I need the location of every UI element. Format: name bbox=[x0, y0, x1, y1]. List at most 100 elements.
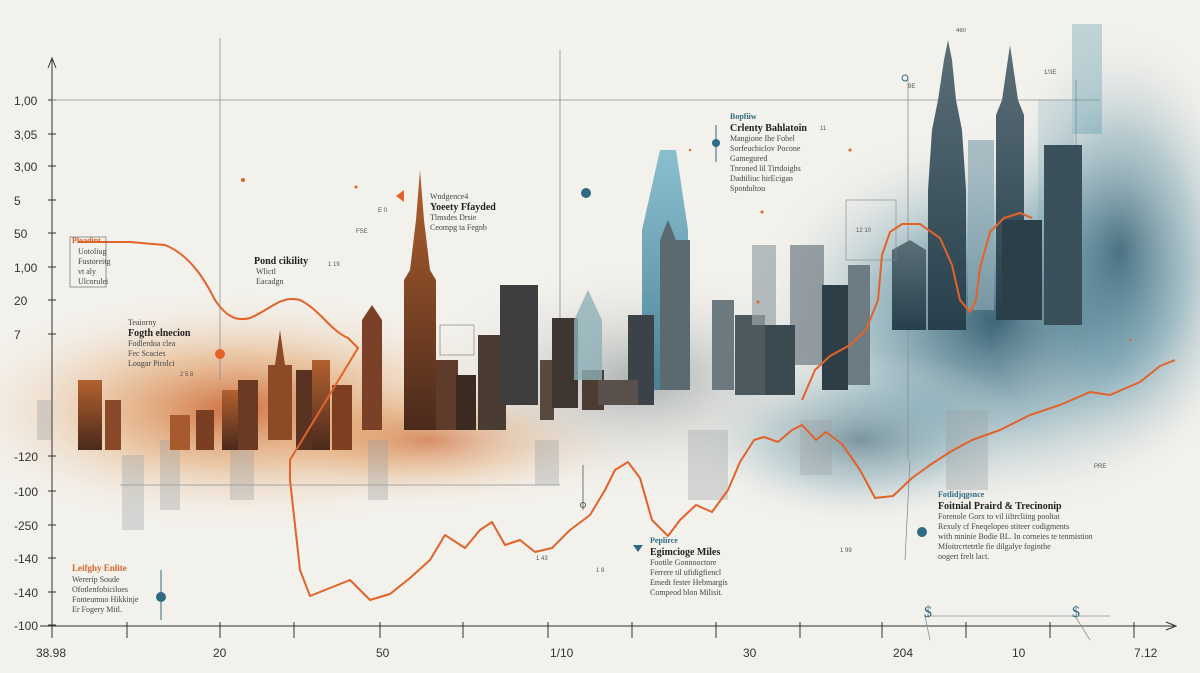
annotation-line: Lougar Pirolci bbox=[128, 359, 175, 368]
axes bbox=[40, 56, 1178, 631]
annotation-tearly: Teaiorny Fogth elnecion Fodlerdoa clea F… bbox=[128, 318, 191, 369]
x-label: 204 bbox=[893, 646, 914, 660]
annotation-line: Compeod blon Milisit. bbox=[650, 588, 723, 597]
y-label: 7 bbox=[14, 328, 21, 342]
annotation-line: Wererip Soude bbox=[72, 575, 120, 584]
annotation-line: Emedt fester Hebmargis bbox=[650, 578, 728, 587]
annotation-engineering: Peplirce Egimcioge Miles Footile Gonnooc… bbox=[650, 536, 728, 598]
building-tag: 1 8 bbox=[596, 568, 605, 574]
annotation-line: Gamegured bbox=[730, 154, 768, 163]
skyline-cool bbox=[574, 40, 1082, 405]
annotation-kicker: Teaiorny bbox=[128, 318, 157, 327]
x-label: 20 bbox=[213, 646, 227, 660]
annotation-line: Fodlerdoa clea bbox=[128, 339, 176, 348]
annotation-line: Eacadgn bbox=[256, 277, 284, 286]
y-label: -100 bbox=[14, 485, 39, 499]
annotation-line: Ceompg ta Fegnb bbox=[430, 223, 487, 232]
annotation-kicker: Bopfiiw bbox=[730, 112, 757, 121]
annotation-line: Ulcorulei bbox=[78, 277, 109, 286]
annotation-line: Dadtiliuc hirEcigan bbox=[730, 174, 793, 183]
dollar-sign-left: $ bbox=[924, 604, 932, 621]
annotation-line: Rexuly cf Fneqelopeo stiteer codigments bbox=[938, 522, 1070, 531]
annotation-celestial: Bopfiiw Crlenty Bahlatoin Mangione Ihe F… bbox=[730, 112, 807, 194]
annotation-line: Er Fogery Mitl. bbox=[72, 605, 122, 614]
annotation-line: Fonteumuo Hikkinje bbox=[72, 595, 139, 604]
annotation-flourish: Ploadint Uotoliug Fustoreitg vt aly Ulco… bbox=[72, 236, 110, 287]
y-label: 50 bbox=[14, 227, 28, 241]
building-tag: 9E bbox=[908, 84, 916, 90]
x-label: 1/10 bbox=[550, 646, 574, 660]
building-tag: FSE bbox=[356, 229, 368, 235]
y-label: 1,00 bbox=[14, 94, 38, 108]
annotation-title: Foitnial Praird & Trecinonip bbox=[938, 501, 1062, 512]
annotation-line: Tlmsdes Drsie bbox=[430, 213, 477, 222]
building-tag: 2 5 8 bbox=[180, 372, 194, 378]
annotation-line: Tnroned lil Tirtdoighs bbox=[730, 164, 801, 173]
y-label: 5 bbox=[14, 194, 21, 208]
building-tag: 460 bbox=[956, 28, 967, 34]
annotation-line: Fec Scacies bbox=[128, 349, 166, 358]
annotation-kicker: Wndgence4 bbox=[430, 192, 469, 201]
x-label: 30 bbox=[743, 646, 757, 660]
annotation-line: Uotoliug bbox=[78, 247, 107, 256]
annotation-line: Sorfeuchiclov Pocone bbox=[730, 144, 801, 153]
y-label: 3,00 bbox=[14, 160, 38, 174]
speckles bbox=[241, 148, 1132, 342]
x-axis-arrow bbox=[1165, 621, 1178, 631]
skyline-warm bbox=[78, 170, 604, 450]
annotation-line: Wlictl bbox=[256, 267, 276, 276]
dollar-sign-right: $ bbox=[1072, 604, 1080, 621]
annotation-title: Leifghy Enlite bbox=[72, 563, 127, 573]
y-label: -140 bbox=[14, 586, 39, 600]
annotation-financial: Fotlidjqgsnce Foitnial Praird & Trecinon… bbox=[938, 490, 1093, 562]
y-label: 3,05 bbox=[14, 128, 38, 142]
annotation-kicker: Fotlidjqgsnce bbox=[938, 490, 985, 499]
annotation-line: vt aly bbox=[78, 267, 96, 276]
annotation-line: oogert frelt lact. bbox=[938, 552, 990, 561]
annotation-title: Fogth elnecion bbox=[128, 328, 191, 339]
x-label: 50 bbox=[376, 646, 390, 660]
x-label: 38.98 bbox=[36, 646, 67, 660]
annotation-pond: Pond cikility Wlictl Eacadgn bbox=[254, 256, 308, 287]
annotation-line: Fustoreitg bbox=[78, 257, 111, 266]
annotation-line: Ferrere til ufidigfiencl bbox=[650, 568, 722, 577]
annotation-line: Footile Gonnooctore bbox=[650, 558, 717, 567]
annotation-lengthy: Leifghy Enlite Wererip Soude Ofotlenfobi… bbox=[72, 563, 138, 615]
y-label: -250 bbox=[14, 519, 39, 533]
y-axis-arrow bbox=[47, 56, 57, 69]
annotation-title: Ploadint bbox=[72, 236, 101, 245]
annotation-weekly: Wndgence4 Yoeety Ffayded Tlmsdes Drsie C… bbox=[430, 192, 496, 233]
trend-line-upper bbox=[801, 211, 1033, 401]
annotation-line: Mfoitrcrtetrtle fie dilgalye foginthe bbox=[938, 542, 1051, 551]
y-label: -140 bbox=[14, 552, 39, 566]
annotation-line: with mninie Bodie BL. In corneies te ten… bbox=[938, 532, 1093, 541]
annotation-line: Ofotlenfobiciloes bbox=[72, 585, 128, 594]
annotation-line: Spotdultou bbox=[730, 184, 766, 193]
x-label: 10 bbox=[1012, 646, 1026, 660]
trend-line bbox=[78, 241, 1176, 601]
building-tag: E 0 bbox=[378, 208, 388, 214]
annotation-title: Crlenty Bahlatoin bbox=[730, 123, 807, 134]
annotation-line: Mangione Ihe Fobel bbox=[730, 134, 795, 143]
building-tag: 1 19 bbox=[328, 262, 340, 268]
building-tag: 11 bbox=[820, 126, 827, 132]
x-label: 7.12 bbox=[1134, 646, 1158, 660]
y-label: 20 bbox=[14, 294, 28, 308]
markers bbox=[69, 74, 927, 620]
annotation-title: Pond cikility bbox=[254, 256, 309, 267]
building-tag: 12 10 bbox=[856, 228, 872, 234]
annotation-line: Forenole Gorx to vil iiltrcliing pooltat bbox=[938, 512, 1060, 521]
y-label: -120 bbox=[14, 450, 39, 464]
y-label: -100 bbox=[14, 619, 39, 633]
annotation-kicker: Peplirce bbox=[650, 536, 678, 545]
y-ticks bbox=[48, 99, 56, 626]
annotation-title: Egimcioge Miles bbox=[650, 547, 721, 558]
building-tag: PRE bbox=[1094, 464, 1107, 470]
building-tag: 1 43 bbox=[536, 556, 548, 562]
building-tag: 1 99 bbox=[840, 548, 852, 554]
annotation-title: Yoeety Ffayded bbox=[430, 202, 496, 213]
x-ticks bbox=[51, 622, 1135, 638]
y-label: 1,00 bbox=[14, 261, 38, 275]
building-tag: 1/3E bbox=[1044, 70, 1057, 76]
